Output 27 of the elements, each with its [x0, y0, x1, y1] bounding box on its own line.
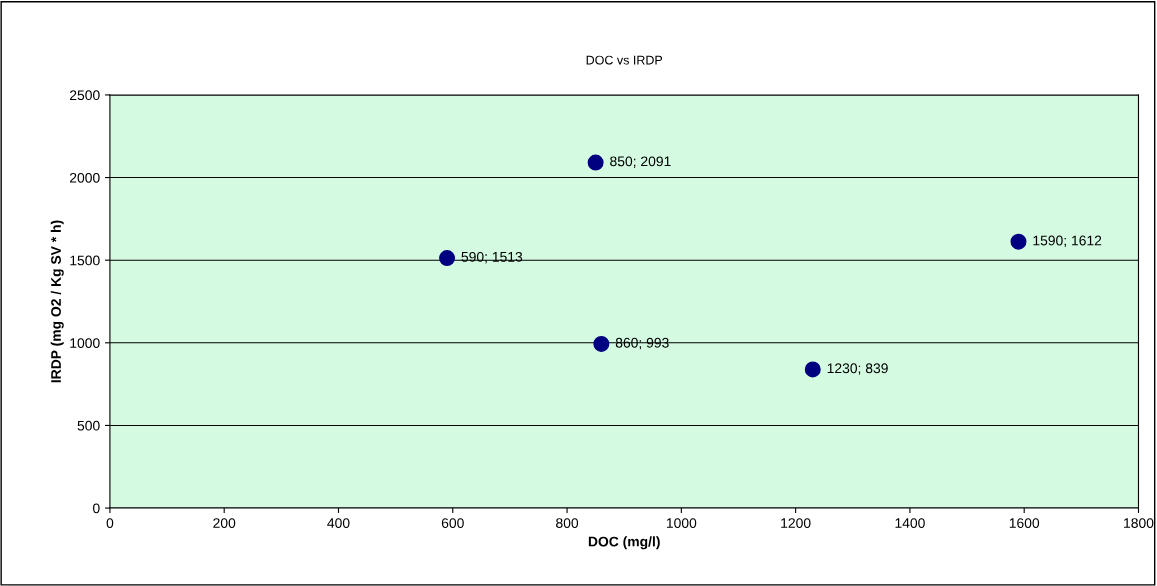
data-label: 1590; 1612: [1033, 235, 1102, 248]
x-tick-label: 1600: [1009, 518, 1040, 528]
y-tick-label: 2000: [70, 172, 100, 183]
x-tick-label: 1000: [666, 518, 697, 528]
y-tick-label: 0: [93, 503, 100, 514]
x-tick-label: 0: [106, 518, 114, 528]
x-axis-title: DOC (mg/l): [588, 536, 660, 550]
x-tick-label: 200: [213, 518, 236, 528]
point: [587, 154, 604, 171]
x-tick-label: 400: [327, 518, 350, 528]
point: [1010, 233, 1027, 250]
point: [593, 335, 610, 352]
x-tick-label: 1200: [781, 518, 811, 528]
y-tick-label: 2500: [70, 90, 100, 101]
x-tick-label: 600: [441, 518, 464, 528]
data-label: 1230; 839: [827, 363, 888, 375]
y-tick-label: 1000: [70, 338, 100, 348]
y-axis-title: IRDP (mg O2 / Kg SV * h): [50, 220, 64, 383]
y-tick-label: 500: [77, 420, 100, 431]
x-tick-label: 1400: [895, 518, 925, 528]
point: [804, 361, 821, 378]
chart-title: DOC vs IRDP: [586, 55, 663, 65]
x-tick-label: 800: [556, 518, 579, 528]
point: [439, 250, 456, 267]
data-label: 850; 2091: [610, 156, 671, 168]
x-tick-label: 1800: [1124, 518, 1154, 528]
y-tick-label: 1500: [70, 255, 100, 266]
